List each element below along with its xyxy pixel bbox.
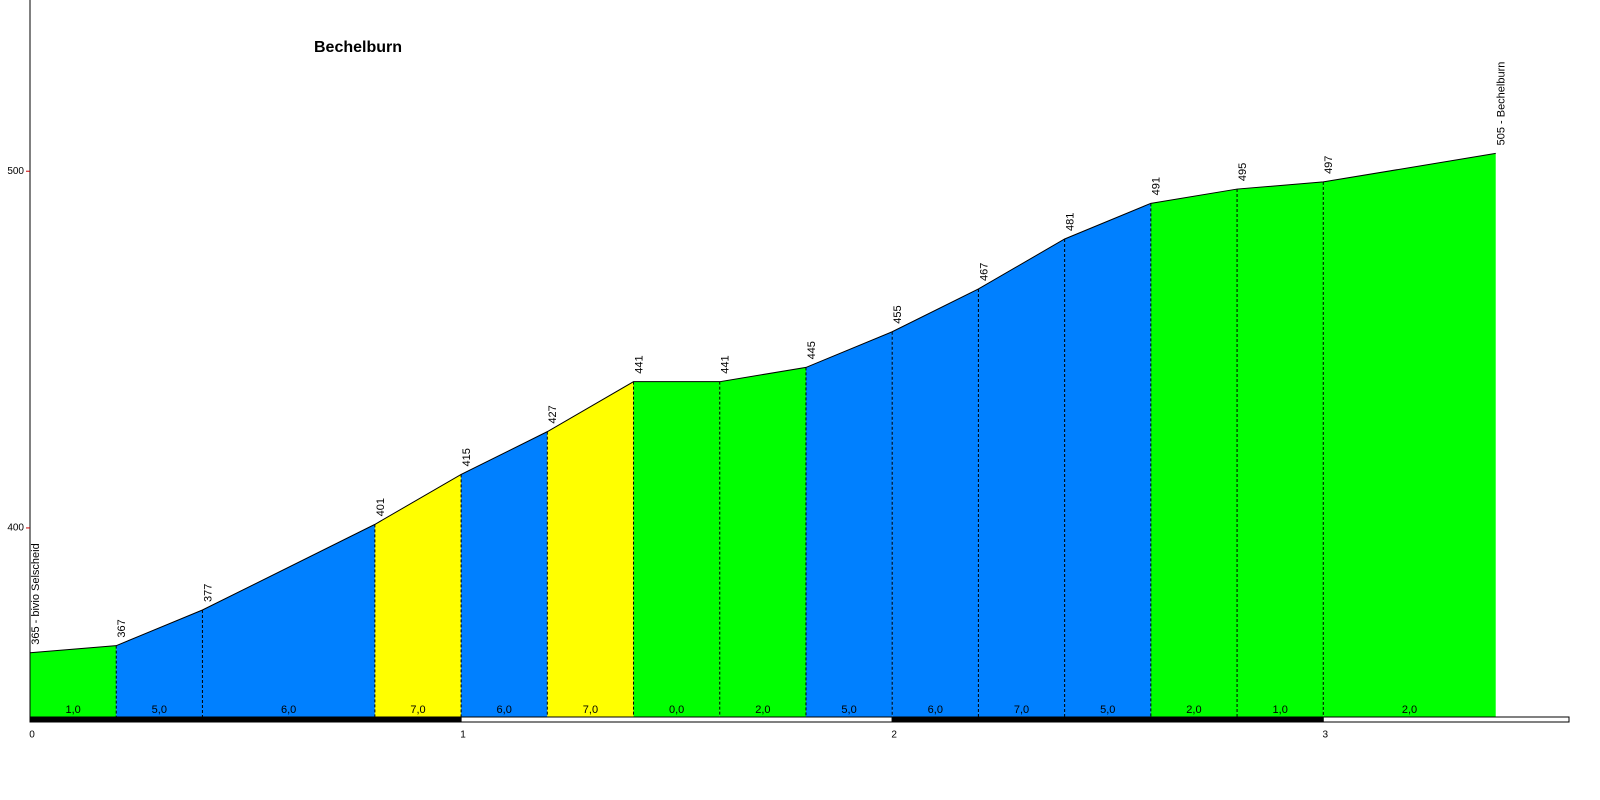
segment-area bbox=[202, 524, 375, 717]
gradient-label: 7,0 bbox=[410, 704, 425, 716]
point-label: 467 bbox=[978, 263, 990, 281]
segment-area bbox=[1237, 181, 1324, 718]
segment-area bbox=[116, 609, 203, 717]
segment-area bbox=[1323, 153, 1496, 717]
gradient-label: 7,0 bbox=[583, 704, 598, 716]
gradient-label: 6,0 bbox=[928, 704, 943, 716]
gradient-label: 2,0 bbox=[1186, 704, 1201, 716]
distance-bar bbox=[1322, 716, 1570, 723]
segment-area bbox=[547, 381, 634, 717]
x-tick-label: 2 bbox=[891, 730, 897, 741]
point-label: 441 bbox=[720, 355, 732, 373]
segment-area bbox=[1064, 203, 1151, 717]
x-tick-label: 0 bbox=[29, 730, 35, 741]
chart-title: Bechelburn bbox=[314, 39, 402, 56]
segment-area bbox=[892, 288, 979, 717]
point-label: 495 bbox=[1237, 163, 1249, 181]
point-label: 415 bbox=[461, 448, 473, 466]
y-tick-label: 400 bbox=[7, 523, 24, 534]
point-label: 481 bbox=[1065, 213, 1077, 231]
point-label: 401 bbox=[375, 498, 387, 516]
x-tick-label: 1 bbox=[460, 730, 466, 741]
segment-area bbox=[719, 367, 806, 717]
segment-area bbox=[978, 239, 1065, 717]
point-label: 367 bbox=[116, 619, 128, 637]
segment-area bbox=[374, 474, 462, 717]
gradient-label: 5,0 bbox=[152, 704, 167, 716]
gradient-label: 2,0 bbox=[1402, 704, 1417, 716]
gradient-label: 0,0 bbox=[669, 704, 684, 716]
x-tick-label: 3 bbox=[1322, 730, 1328, 741]
point-label: 441 bbox=[633, 355, 645, 373]
point-label: 455 bbox=[892, 305, 904, 323]
segment-area bbox=[30, 645, 117, 717]
distance-bar bbox=[891, 716, 1324, 723]
gradient-label: 5,0 bbox=[1100, 704, 1115, 716]
point-label: 497 bbox=[1323, 156, 1335, 174]
point-label: 491 bbox=[1151, 177, 1163, 195]
distance-bar bbox=[29, 716, 462, 723]
gradient-label: 1,0 bbox=[1273, 704, 1288, 716]
profile-line bbox=[29, 152, 1496, 654]
point-label: 427 bbox=[547, 405, 559, 423]
point-label: 377 bbox=[202, 584, 214, 602]
segment-area bbox=[461, 431, 548, 717]
point-label: 505 - Bechelburn bbox=[1496, 62, 1508, 146]
gradient-label: 1,0 bbox=[65, 704, 80, 716]
gradient-label: 2,0 bbox=[755, 704, 770, 716]
segment-area bbox=[1150, 189, 1238, 718]
gradient-label: 5,0 bbox=[841, 704, 856, 716]
point-label: 445 bbox=[806, 341, 818, 359]
y-tick-label: 500 bbox=[7, 166, 24, 177]
segment-area bbox=[805, 331, 893, 717]
segment-area bbox=[633, 381, 720, 717]
distance-bar bbox=[460, 716, 893, 723]
gradient-label: 6,0 bbox=[281, 704, 296, 716]
gradient-label: 7,0 bbox=[1014, 704, 1029, 716]
point-label: 365 - bivio Selscheid bbox=[30, 543, 42, 645]
gradient-label: 6,0 bbox=[497, 704, 512, 716]
